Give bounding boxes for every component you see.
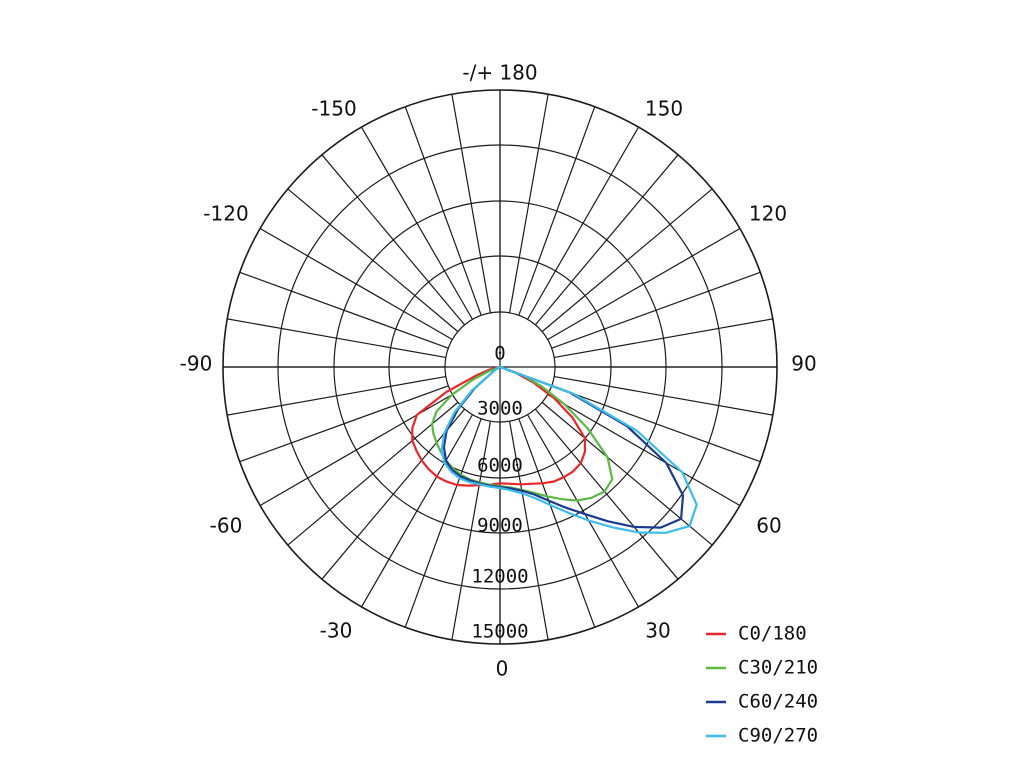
grid-spoke <box>526 126 640 320</box>
angle-label: -120 <box>203 202 248 226</box>
grid-spoke <box>518 418 596 628</box>
angle-label: 150 <box>645 97 683 121</box>
grid-spoke <box>554 375 773 416</box>
grid-spoke <box>541 188 713 333</box>
radial-tick-label: 6000 <box>477 455 523 477</box>
legend-label: C60/240 <box>738 691 818 713</box>
angle-label: -90 <box>180 352 213 376</box>
grid-spoke <box>239 271 449 349</box>
radial-tick-label: 3000 <box>477 398 523 420</box>
grid-spoke <box>508 421 549 640</box>
angle-label: 0 <box>496 657 509 681</box>
grid-spoke <box>404 418 482 628</box>
grid-spoke <box>526 414 640 608</box>
angle-label: -/+ 180 <box>462 61 537 85</box>
grid-spoke <box>227 318 446 359</box>
grid-spoke <box>321 408 466 580</box>
grid-spoke <box>547 227 741 341</box>
grid-spoke <box>287 401 459 546</box>
radial-tick-label: 15000 <box>471 621 528 643</box>
angle-label: 60 <box>756 514 781 538</box>
grid-spoke <box>551 385 761 463</box>
grid-spoke <box>554 318 773 359</box>
intensity-curves <box>411 365 698 534</box>
grid-spoke <box>360 126 474 320</box>
angle-label: 90 <box>791 352 816 376</box>
angle-labels: -/+ 180 150 -150 120 -120 90 -90 60 -60 30 -30 0 <box>180 61 817 681</box>
radial-tick-label: 0 <box>494 343 505 365</box>
angle-label: 120 <box>749 202 787 226</box>
grid-spoke <box>547 393 741 507</box>
grid-spoke <box>259 227 453 341</box>
angle-label: -30 <box>320 619 353 643</box>
legend-label: C90/270 <box>738 725 818 747</box>
angle-label: -150 <box>311 97 356 121</box>
grid-spoke <box>534 408 679 580</box>
legend-label: C30/210 <box>738 657 818 679</box>
grid-spoke <box>534 154 679 326</box>
legend-label: C0/180 <box>738 623 807 645</box>
radial-tick-label: 9000 <box>477 515 523 537</box>
curve-c90-270 <box>440 365 698 534</box>
grid-spoke <box>518 106 596 316</box>
angle-label: -60 <box>210 514 243 538</box>
grid-spoke <box>541 401 713 546</box>
angle-label: 30 <box>645 619 670 643</box>
curve-c60-240 <box>442 365 685 529</box>
curve-c0-180 <box>411 365 586 487</box>
polar-grid <box>222 89 778 645</box>
grid-spoke <box>239 385 449 463</box>
grid-spoke <box>321 154 466 326</box>
radial-tick-label: 12000 <box>471 566 528 588</box>
grid-spoke <box>451 94 492 313</box>
grid-spoke <box>508 94 549 313</box>
grid-spoke <box>287 188 459 333</box>
grid-spoke <box>404 106 482 316</box>
grid-spoke <box>451 421 492 640</box>
grid-spoke <box>360 414 474 608</box>
legend: C0/180 C30/210 C60/240 C90/270 <box>706 623 818 747</box>
radial-labels: 0 3000 6000 9000 12000 15000 <box>471 343 528 643</box>
grid-spoke <box>227 375 446 416</box>
grid-spoke <box>551 271 761 349</box>
